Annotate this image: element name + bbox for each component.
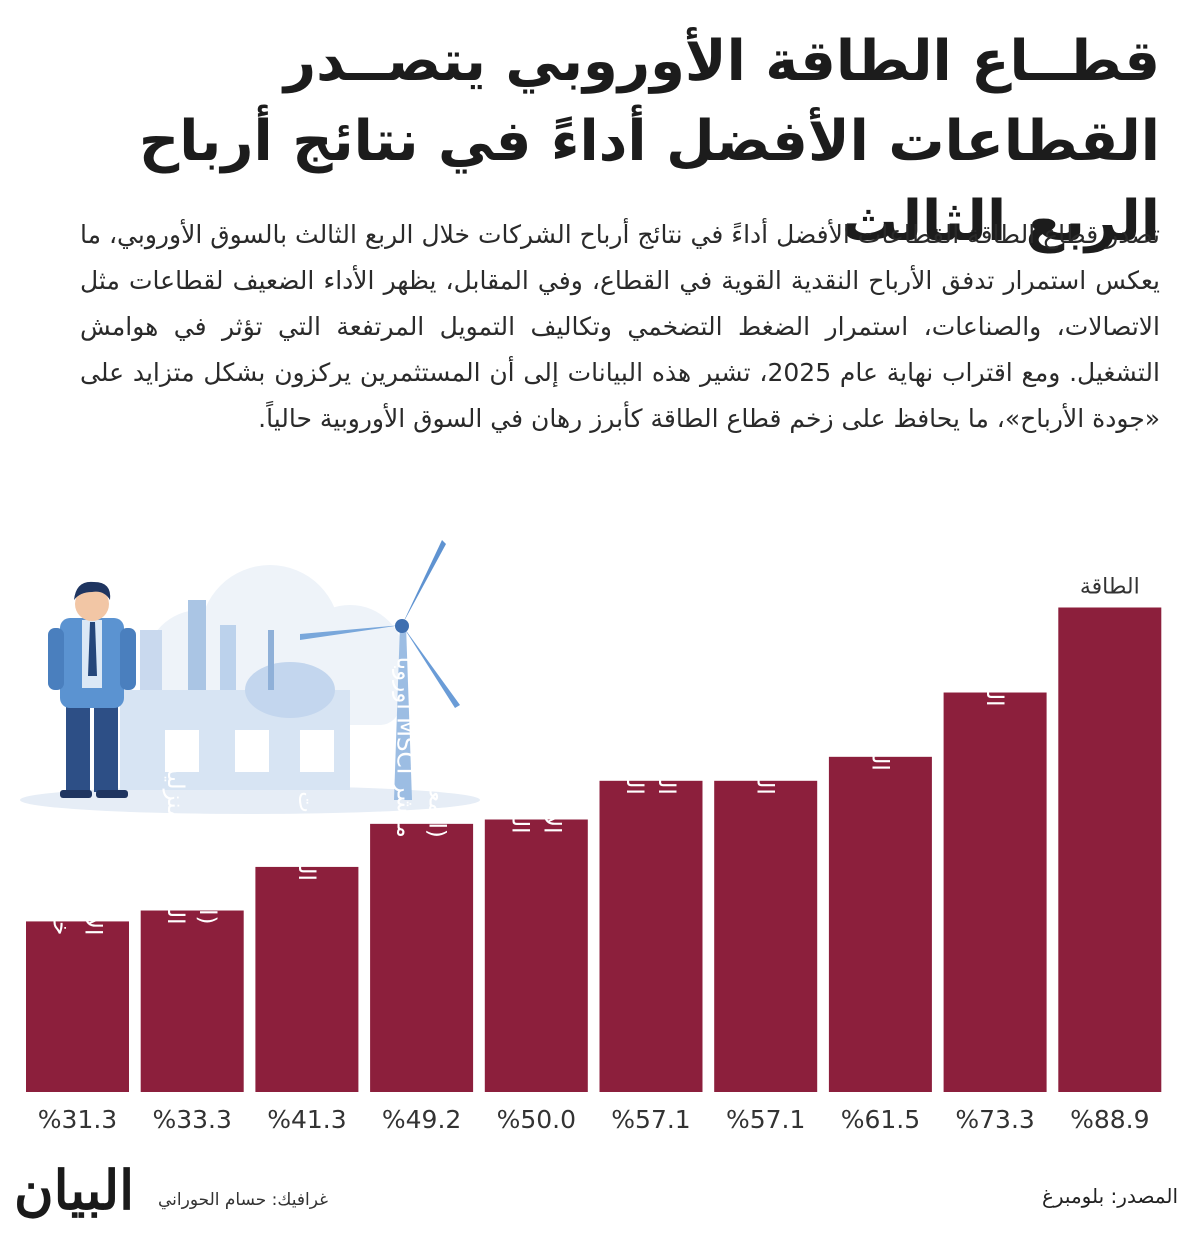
- category-line: الخدمات المنزلية: [162, 763, 188, 924]
- category-line: الترفيهية: [653, 714, 679, 795]
- category-line: الأساسية: [538, 749, 566, 833]
- category-label-5: السلع الاستهلاكية الترفيهية: [621, 633, 679, 794]
- bar-6: [714, 780, 818, 1092]
- category-line: خدمات: [48, 868, 74, 935]
- category-line: السلع الاستهلاكية: [506, 672, 532, 833]
- value-label-2: %41.3: [267, 1105, 346, 1134]
- category-label-8: التكنولوجيا: [981, 608, 1007, 707]
- category-label-3: مؤشر MSCI أوروبا (المعدل العام): [392, 657, 450, 838]
- value-label-9: %88.9: [1070, 1105, 1149, 1134]
- value-label-8: %73.3: [955, 1105, 1034, 1134]
- bar-7: [828, 756, 932, 1092]
- intro-paragraph: تصدر قطاع الطاقة القطاعات الأفضل أداءً ف…: [80, 220, 1160, 433]
- category-label-4: السلع الاستهلاكية الأساسية: [506, 672, 566, 833]
- category-line: (المرافق): [194, 831, 220, 925]
- bar-9: [1058, 607, 1162, 1092]
- category-line: الاتصالات: [80, 848, 106, 936]
- source-note: المصدر: بلومبرغ: [1041, 1184, 1178, 1208]
- bar-8: [943, 692, 1047, 1092]
- category-line: السلع الاستهلاكية: [621, 633, 647, 794]
- category-label-9: الطاقة: [1080, 574, 1140, 599]
- category-line: مؤشر MSCI أوروبا: [392, 657, 421, 838]
- wind-turbine-icon: [300, 540, 460, 800]
- category-line: الصناعات: [293, 791, 319, 881]
- page-title: قطــاع الطاقة الأوروبي يتصــدر القطاعات …: [138, 29, 1160, 254]
- bar-chart: %31.3 خدمات الاتصالات %33.3 الخدمات المنزلية…: [20, 540, 1162, 1134]
- category-line: الرعاية الصحية: [752, 654, 778, 794]
- bar-5: [599, 780, 703, 1092]
- category-label-7: الخدمات المالية: [866, 622, 892, 771]
- value-label-3: %49.2: [382, 1105, 461, 1134]
- bar-2: [255, 866, 359, 1092]
- value-label-6: %57.1: [726, 1105, 805, 1134]
- bar-0: [26, 921, 129, 1092]
- category-line: (المعدل العام): [424, 700, 450, 838]
- factory-icon: [120, 600, 350, 790]
- value-label-0: %31.3: [38, 1105, 117, 1134]
- bar-4: [484, 819, 588, 1092]
- value-label-4: %50.0: [497, 1105, 576, 1134]
- value-label-5: %57.1: [611, 1105, 690, 1134]
- category-line: التكنولوجيا: [981, 608, 1007, 707]
- illustration: [20, 540, 480, 814]
- category-label-2: الصناعات: [293, 791, 319, 881]
- value-label-7: %61.5: [841, 1105, 920, 1134]
- category-label-6: الرعاية الصحية: [752, 654, 778, 794]
- bar-1: [140, 910, 244, 1092]
- brand-logo: البيان: [14, 1158, 135, 1222]
- category-label-1: الخدمات المنزلية (المرافق): [162, 763, 220, 924]
- value-label-1: %33.3: [152, 1105, 231, 1134]
- bars-layer: %31.3 خدمات الاتصالات %33.3 الخدمات المنزلية…: [26, 574, 1162, 1134]
- graphic-credit: غرافيك: حسام الحوراني: [158, 1190, 328, 1210]
- bar-3: [370, 823, 474, 1092]
- category-line: الخدمات المالية: [866, 622, 892, 771]
- category-label-0: خدمات الاتصالات: [48, 848, 106, 936]
- businessman-icon: [48, 581, 136, 798]
